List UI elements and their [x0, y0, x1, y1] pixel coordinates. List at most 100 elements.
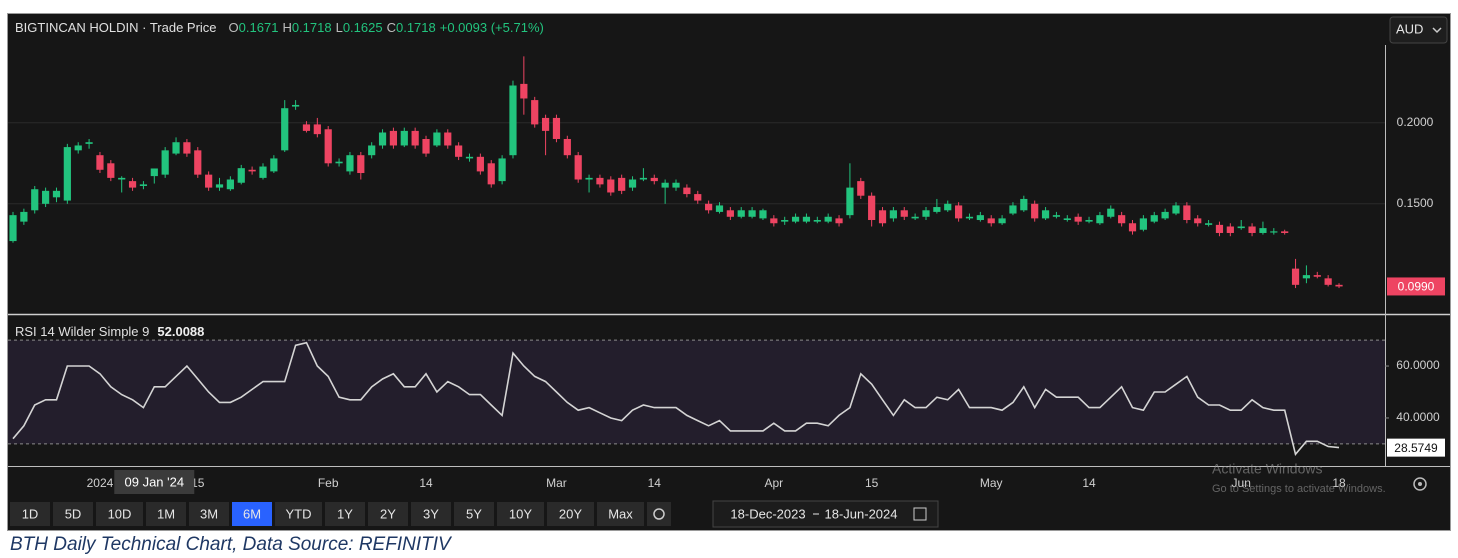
rsi-value: 52.0088 [157, 324, 204, 339]
candle-body [878, 210, 887, 224]
candle-body [107, 163, 115, 178]
candle-body [672, 182, 680, 188]
range-button[interactable] [325, 502, 365, 526]
range-button-label: YTD [286, 506, 312, 521]
range-button[interactable] [189, 502, 229, 526]
range-button[interactable] [275, 502, 322, 526]
range-button[interactable] [411, 502, 451, 526]
candle-body [922, 210, 930, 217]
candle-body [346, 155, 354, 172]
candle-body [465, 156, 474, 159]
gear-hub [1418, 482, 1422, 486]
x-tick-label: 15 [865, 476, 879, 490]
range-button[interactable] [53, 502, 93, 526]
last-rsi-box [1387, 438, 1445, 457]
range-button[interactable] [597, 502, 644, 526]
x-tick-label: May [980, 476, 1003, 490]
candle-body [748, 210, 756, 217]
candle-body [759, 210, 767, 219]
currency-dropdown[interactable] [1389, 16, 1448, 44]
date-range-box[interactable] [712, 500, 939, 528]
candle-body [781, 220, 789, 222]
candle-body [1096, 215, 1104, 224]
candle-body [955, 205, 963, 219]
candle-body [215, 184, 224, 188]
range-button[interactable] [146, 502, 186, 526]
candle-body [933, 207, 941, 212]
range-button[interactable] [454, 502, 494, 526]
candle-body [661, 182, 669, 188]
candle-body [552, 117, 561, 139]
candle-body [270, 158, 278, 172]
candle-body [911, 216, 919, 219]
x-tick-label: 14 [419, 476, 433, 490]
candle-body [585, 177, 593, 180]
range-button-label: 20Y [559, 506, 582, 521]
y-tick-label: 40.0000 [1396, 410, 1440, 424]
x-tick-label: 14 [648, 476, 662, 490]
candle-body [802, 216, 811, 222]
candle-body [455, 145, 463, 157]
legend-change: +0.0093 (+5.71%) [440, 20, 544, 35]
candle-body [400, 130, 408, 146]
candle-body [563, 138, 571, 156]
candle-body [9, 215, 17, 242]
cursor-date: 09 Jan '24 [125, 474, 185, 489]
gear-ring [1413, 477, 1427, 491]
candle-body [1302, 275, 1311, 279]
candle-body [422, 138, 430, 154]
candle-body [1041, 210, 1050, 219]
range-button[interactable] [232, 502, 272, 526]
candle-body [835, 218, 843, 224]
candle-body [509, 85, 517, 156]
candle-body [1270, 231, 1278, 233]
candle-body [20, 211, 28, 222]
candle-body [715, 205, 724, 212]
y-tick-label: 0.2000 [1397, 115, 1434, 129]
chart-settings-button[interactable] [647, 502, 671, 526]
candle-body [313, 124, 321, 135]
range-button-label: 10Y [509, 506, 532, 521]
candle-body [378, 132, 387, 146]
candle-body [889, 210, 897, 219]
date-from: 18-Dec-2023 [730, 506, 805, 521]
settings-icon[interactable] [1413, 477, 1427, 491]
candle-body [1107, 208, 1115, 217]
candle-body [118, 177, 126, 180]
candle-body [1150, 215, 1158, 222]
candle-body [389, 130, 398, 146]
candle-body [444, 132, 452, 146]
range-button[interactable] [497, 502, 544, 526]
candle-body [411, 130, 419, 146]
x-tick-label: 2024 [87, 476, 114, 490]
candle-body [541, 117, 550, 131]
candle-body [172, 142, 180, 154]
calendar-icon[interactable] [913, 507, 927, 521]
candle-body [1215, 224, 1224, 233]
candle-body [291, 104, 300, 107]
candle-body [1139, 218, 1147, 230]
date-to: 18-Jun-2024 [825, 506, 898, 521]
candle-body [1204, 223, 1213, 225]
candle-body [31, 189, 39, 211]
candle-body [596, 177, 604, 185]
candle-body [618, 177, 626, 191]
candle-body [42, 190, 50, 204]
range-button[interactable] [368, 502, 408, 526]
candle-body [1248, 226, 1256, 233]
candle-body [1335, 284, 1343, 287]
range-button[interactable] [547, 502, 594, 526]
candle-body [791, 216, 800, 222]
range-button[interactable] [96, 502, 143, 526]
caption: BTH Daily Technical Chart, Data Source: … [10, 534, 453, 555]
legend-value: 0.1718 [396, 20, 436, 35]
candle-body [1074, 216, 1082, 222]
candle-body [1063, 218, 1071, 221]
candle-body [128, 181, 137, 188]
legend-key: C [387, 20, 396, 35]
range-button[interactable] [10, 502, 50, 526]
range-button-label: 10D [108, 506, 132, 521]
legend-key: H [282, 20, 291, 35]
x-tick-label: Feb [318, 476, 339, 490]
